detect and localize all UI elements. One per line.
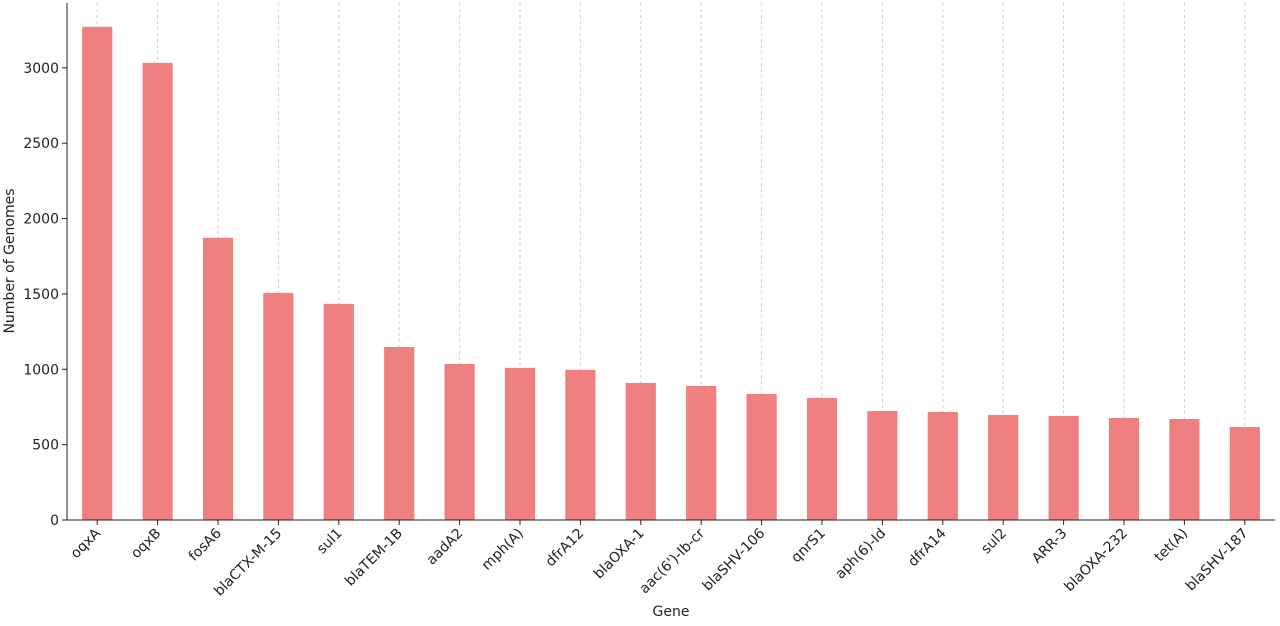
x-tick-label: sul1 [314, 526, 346, 558]
bar [686, 386, 717, 520]
bar [202, 237, 234, 520]
bar [867, 411, 898, 520]
x-tick-label: aadA2 [424, 526, 467, 569]
y-tick-label: 2500 [23, 136, 59, 152]
x-tick-label: blaOXA-1 [591, 526, 648, 583]
bar [1169, 419, 1200, 520]
x-tick-label: blaSHV-187 [1183, 526, 1252, 595]
bar [927, 411, 958, 520]
bar [1048, 415, 1079, 520]
bar [323, 303, 354, 520]
y-tick-label: 3000 [23, 61, 59, 77]
y-tick-label: 2000 [23, 212, 59, 228]
bar [444, 363, 475, 520]
bar [565, 369, 596, 520]
x-axis-label: Gene [653, 604, 690, 620]
x-tick-label: oqxA [68, 525, 105, 562]
bar [1229, 427, 1260, 520]
bar [142, 62, 173, 521]
bar [1108, 417, 1140, 520]
x-tick-label: sul2 [978, 526, 1010, 558]
x-tick-label: qnrS1 [788, 526, 829, 567]
bar [263, 292, 294, 520]
x-tick-label: mph(A) [479, 526, 527, 574]
y-tick-label: 500 [32, 438, 59, 454]
x-tick-label: ARR-3 [1029, 526, 1070, 567]
y-tick-label: 1000 [23, 362, 59, 378]
y-tick-label: 0 [50, 513, 59, 529]
x-tick-label: blaOXA-232 [1061, 526, 1130, 595]
bar [625, 382, 656, 520]
bar [806, 397, 838, 520]
x-tick-label: blaTEM-1B [342, 526, 406, 590]
x-tick-label: aac(6')-Ib-cr [637, 525, 709, 597]
x-tick-label: fosA6 [186, 525, 225, 564]
x-tick-label: dfrA12 [543, 526, 588, 571]
x-tick-label: dfrA14 [905, 525, 950, 570]
bar [82, 26, 113, 521]
x-tick-label: blaSHV-106 [700, 525, 769, 594]
bar [746, 393, 777, 520]
y-axis-label: Number of Genomes [2, 188, 18, 333]
x-tick-label: oqxB [128, 526, 164, 562]
bar [504, 367, 536, 520]
y-tick-label: 1500 [23, 287, 59, 303]
x-tick-label: tet(A) [1152, 526, 1192, 566]
x-tick-label: aph(6)-Id [832, 526, 889, 583]
bar [988, 414, 1019, 520]
bar [384, 346, 415, 520]
